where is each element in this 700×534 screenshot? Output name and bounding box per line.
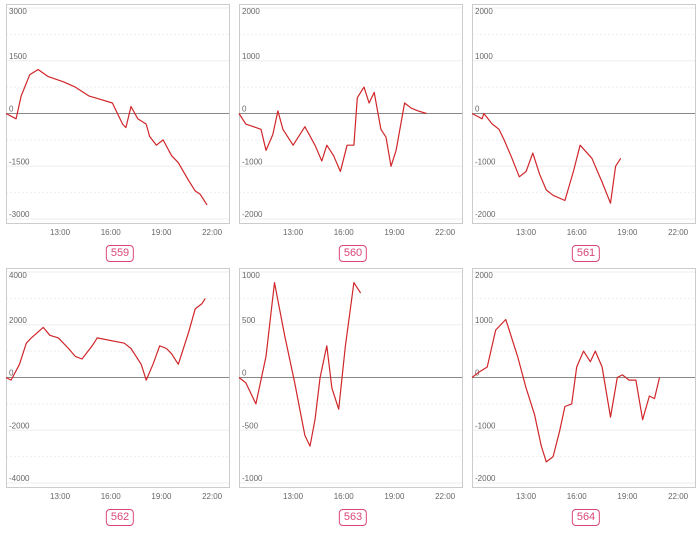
line-chart: 3000 1500 0 -1500 -3000 13:00 16:00 19:00 22:00 xyxy=(5,4,230,237)
y-tick-label: 1000 xyxy=(242,271,260,280)
x-tick-label: 22:00 xyxy=(668,228,689,237)
y-tick-label: -4000 xyxy=(9,474,30,483)
x-tick-label: 13:00 xyxy=(50,492,71,501)
x-tick-label: 22:00 xyxy=(202,228,223,237)
y-tick-label: -1500 xyxy=(9,157,30,166)
y-tick-label: -2000 xyxy=(242,210,263,219)
chart-panel-559: 3000 1500 0 -1500 -3000 13:00 16:00 19:00 22:00 5… xyxy=(5,4,234,266)
x-tick-label: 13:00 xyxy=(283,492,304,501)
y-tick-label: 2000 xyxy=(475,7,493,16)
series-line xyxy=(471,318,661,463)
y-tick-label: 0 xyxy=(242,105,247,114)
y-tick-label: 0 xyxy=(242,369,247,378)
x-tick-label: 22:00 xyxy=(202,492,223,501)
chart-id-badge[interactable]: 560 xyxy=(338,245,368,262)
chart-panel-563: 1000 500 0 -500 -1000 13:00 16:00 19:00 22:00 563 xyxy=(238,268,467,530)
y-tick-label: 2000 xyxy=(9,316,27,325)
chart-id-badge[interactable]: 564 xyxy=(571,509,601,526)
y-tick-label: 2000 xyxy=(475,271,493,280)
x-tick-label: 19:00 xyxy=(617,492,638,501)
x-tick-label: 16:00 xyxy=(101,492,122,501)
y-tick-label: 1000 xyxy=(475,316,493,325)
series-line xyxy=(238,282,362,447)
y-tick-label: -3000 xyxy=(9,210,30,219)
y-tick-label: 2000 xyxy=(242,7,260,16)
line-chart: 2000 1000 0 -1000 -2000 13:00 16:00 19:00 22:00 xyxy=(238,4,463,237)
y-tick-label: 4000 xyxy=(9,271,27,280)
x-tick-label: 13:00 xyxy=(283,228,304,237)
y-tick-label: -1000 xyxy=(475,157,496,166)
x-tick-label: 13:00 xyxy=(50,228,71,237)
x-tick-label: 16:00 xyxy=(567,492,588,501)
chart-panel-561: 2000 1000 0 -1000 -2000 13:00 16:00 19:00 22:00 5… xyxy=(471,4,700,266)
series-line xyxy=(5,298,206,381)
x-tick-label: 19:00 xyxy=(151,492,172,501)
x-tick-label: 13:00 xyxy=(516,492,537,501)
y-tick-label: 1000 xyxy=(475,52,493,61)
line-chart: 1000 500 0 -500 -1000 13:00 16:00 19:00 22:00 xyxy=(238,268,463,501)
x-tick-label: 19:00 xyxy=(617,228,638,237)
x-tick-label: 19:00 xyxy=(384,228,405,237)
series-line xyxy=(471,112,622,204)
y-tick-label: 0 xyxy=(9,369,14,378)
chart-id-badge[interactable]: 563 xyxy=(338,509,368,526)
y-tick-label: -2000 xyxy=(475,474,496,483)
x-tick-label: 16:00 xyxy=(101,228,122,237)
y-tick-label: 0 xyxy=(9,105,14,114)
chart-id-badge[interactable]: 559 xyxy=(105,245,135,262)
y-tick-label: 0 xyxy=(475,105,480,114)
y-tick-label: -1000 xyxy=(242,157,263,166)
x-tick-label: 19:00 xyxy=(384,492,405,501)
x-tick-label: 22:00 xyxy=(668,492,689,501)
y-tick-label: -2000 xyxy=(475,210,496,219)
y-tick-label: -2000 xyxy=(9,421,30,430)
x-tick-label: 19:00 xyxy=(151,228,172,237)
y-tick-label: -500 xyxy=(242,421,259,430)
line-chart: 4000 2000 0 -2000 -4000 13:00 16:00 19:00 22:00 xyxy=(5,268,230,501)
x-tick-label: 16:00 xyxy=(334,228,355,237)
chart-id-badge[interactable]: 561 xyxy=(571,245,601,262)
x-tick-label: 16:00 xyxy=(334,492,355,501)
y-tick-label: 500 xyxy=(242,316,256,325)
y-tick-label: -1000 xyxy=(242,474,263,483)
y-tick-label: 1500 xyxy=(9,52,27,61)
line-chart: 2000 1000 0 -1000 -2000 13:00 16:00 19:00 22:00 xyxy=(471,4,696,237)
x-tick-label: 16:00 xyxy=(567,228,588,237)
y-tick-label: 3000 xyxy=(9,7,27,16)
chart-id-badge[interactable]: 562 xyxy=(105,509,135,526)
x-tick-label: 22:00 xyxy=(435,492,456,501)
chart-panel-562: 4000 2000 0 -2000 -4000 13:00 16:00 19:00 22:00 5… xyxy=(5,268,234,530)
y-tick-label: 1000 xyxy=(242,52,260,61)
x-tick-label: 13:00 xyxy=(516,228,537,237)
series-line xyxy=(5,68,208,206)
x-tick-label: 22:00 xyxy=(435,228,456,237)
series-line xyxy=(238,86,427,173)
y-tick-label: -1000 xyxy=(475,421,496,430)
chart-panel-564: 2000 1000 0 -1000 -2000 13:00 16:00 19:00 22:00 5… xyxy=(471,268,700,530)
chart-panel-560: 2000 1000 0 -1000 -2000 13:00 16:00 19:00 22:00 5… xyxy=(238,4,467,266)
